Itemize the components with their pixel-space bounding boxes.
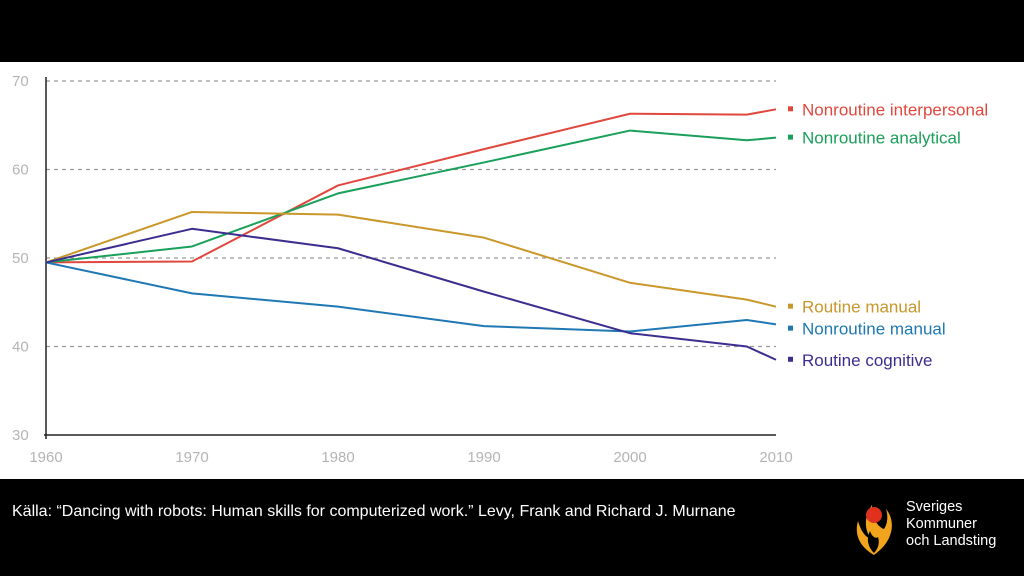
- tick-layer: 30 40 50 60 70 1960 1970 1980 1990 2000 2010: [12, 73, 793, 466]
- series-line-nonroutine-manual: [45, 261, 777, 333]
- x-tick-label-1980: 1980: [321, 449, 354, 466]
- chart-panel: 30 40 50 60 70 1960 1970 1980 1990 2000 2010 Nonro…: [0, 62, 1024, 479]
- series-line-routine-manual: [45, 210, 777, 308]
- logo-text: Sveriges Kommuner och Landsting: [906, 499, 997, 549]
- legend-label-nonroutine-manual: Nonroutine manual: [802, 320, 946, 339]
- series-line-routine-cognitive: [45, 227, 777, 361]
- source-citation: Källa: “Dancing with robots: Human skill…: [12, 503, 736, 520]
- x-tick-label-1990: 1990: [467, 449, 500, 466]
- legend-label-routine-manual: Routine manual: [802, 298, 921, 317]
- legend-marker-nonroutine-analytical: [788, 134, 793, 140]
- line-chart: 30 40 50 60 70 1960 1970 1980 1990 2000 2010 Nonro…: [12, 73, 988, 466]
- x-tick-label-2000: 2000: [613, 449, 646, 466]
- grid-layer: [46, 80, 776, 348]
- legend-label-routine-cognitive: Routine cognitive: [802, 351, 932, 370]
- legend-marker-nonroutine-manual: [788, 325, 793, 331]
- series-line-nonroutine-interpersonal: [45, 108, 777, 264]
- legend-label-nonroutine-analytical: Nonroutine analytical: [802, 129, 961, 148]
- x-tick-label-1970: 1970: [175, 449, 208, 466]
- series-line-nonroutine-analytical: [45, 129, 777, 264]
- top-black-band: [0, 0, 1024, 62]
- x-tick-label-1960: 1960: [29, 449, 62, 466]
- legend-marker-nonroutine-interpersonal: [788, 106, 793, 112]
- y-tick-label-60: 60: [12, 162, 29, 179]
- legend-marker-routine-cognitive: [788, 356, 793, 362]
- legend-marker-routine-manual: [788, 303, 793, 309]
- legend-label-nonroutine-interpersonal: Nonroutine interpersonal: [802, 100, 988, 119]
- organization-logo: Sveriges Kommuner och Landsting: [850, 497, 1020, 559]
- axis-layer: [44, 77, 776, 439]
- y-tick-label-70: 70: [12, 73, 29, 90]
- y-tick-label-40: 40: [12, 339, 29, 356]
- skl-flame-logo-icon: [856, 505, 892, 555]
- y-tick-label-50: 50: [12, 250, 29, 267]
- legend-layer: Nonroutine interpersonal Nonroutine analy…: [788, 100, 988, 370]
- y-tick-label-30: 30: [12, 427, 29, 444]
- footer: Källa: “Dancing with robots: Human skill…: [0, 479, 1024, 576]
- x-tick-label-2010: 2010: [759, 449, 792, 466]
- series-layer: [45, 108, 777, 361]
